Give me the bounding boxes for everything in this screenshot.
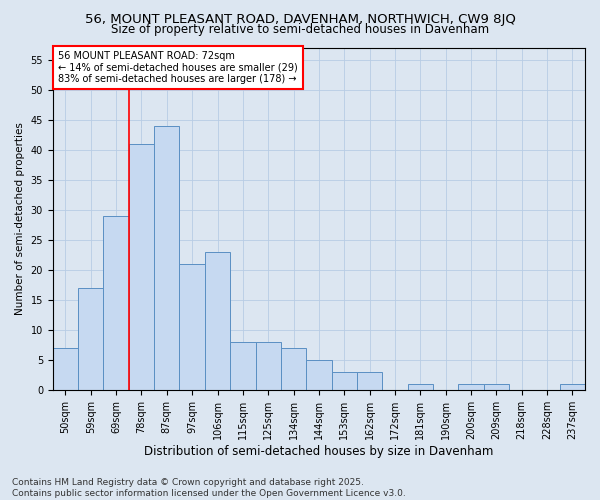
Bar bbox=[458, 384, 484, 390]
Bar bbox=[484, 384, 509, 390]
Bar bbox=[230, 342, 256, 390]
Text: 56 MOUNT PLEASANT ROAD: 72sqm
← 14% of semi-detached houses are smaller (29)
83%: 56 MOUNT PLEASANT ROAD: 72sqm ← 14% of s… bbox=[58, 51, 298, 84]
Text: 56, MOUNT PLEASANT ROAD, DAVENHAM, NORTHWICH, CW9 8JQ: 56, MOUNT PLEASANT ROAD, DAVENHAM, NORTH… bbox=[85, 12, 515, 26]
Bar bbox=[357, 372, 382, 390]
X-axis label: Distribution of semi-detached houses by size in Davenham: Distribution of semi-detached houses by … bbox=[144, 444, 494, 458]
Bar bbox=[306, 360, 332, 390]
Bar bbox=[103, 216, 129, 390]
Bar bbox=[407, 384, 433, 390]
Bar bbox=[53, 348, 78, 390]
Bar bbox=[205, 252, 230, 390]
Bar bbox=[179, 264, 205, 390]
Y-axis label: Number of semi-detached properties: Number of semi-detached properties bbox=[15, 122, 25, 315]
Bar bbox=[154, 126, 179, 390]
Text: Size of property relative to semi-detached houses in Davenham: Size of property relative to semi-detach… bbox=[111, 22, 489, 36]
Text: Contains HM Land Registry data © Crown copyright and database right 2025.
Contai: Contains HM Land Registry data © Crown c… bbox=[12, 478, 406, 498]
Bar bbox=[332, 372, 357, 390]
Bar bbox=[78, 288, 103, 390]
Bar bbox=[560, 384, 585, 390]
Bar bbox=[129, 144, 154, 390]
Bar bbox=[281, 348, 306, 390]
Bar bbox=[256, 342, 281, 390]
